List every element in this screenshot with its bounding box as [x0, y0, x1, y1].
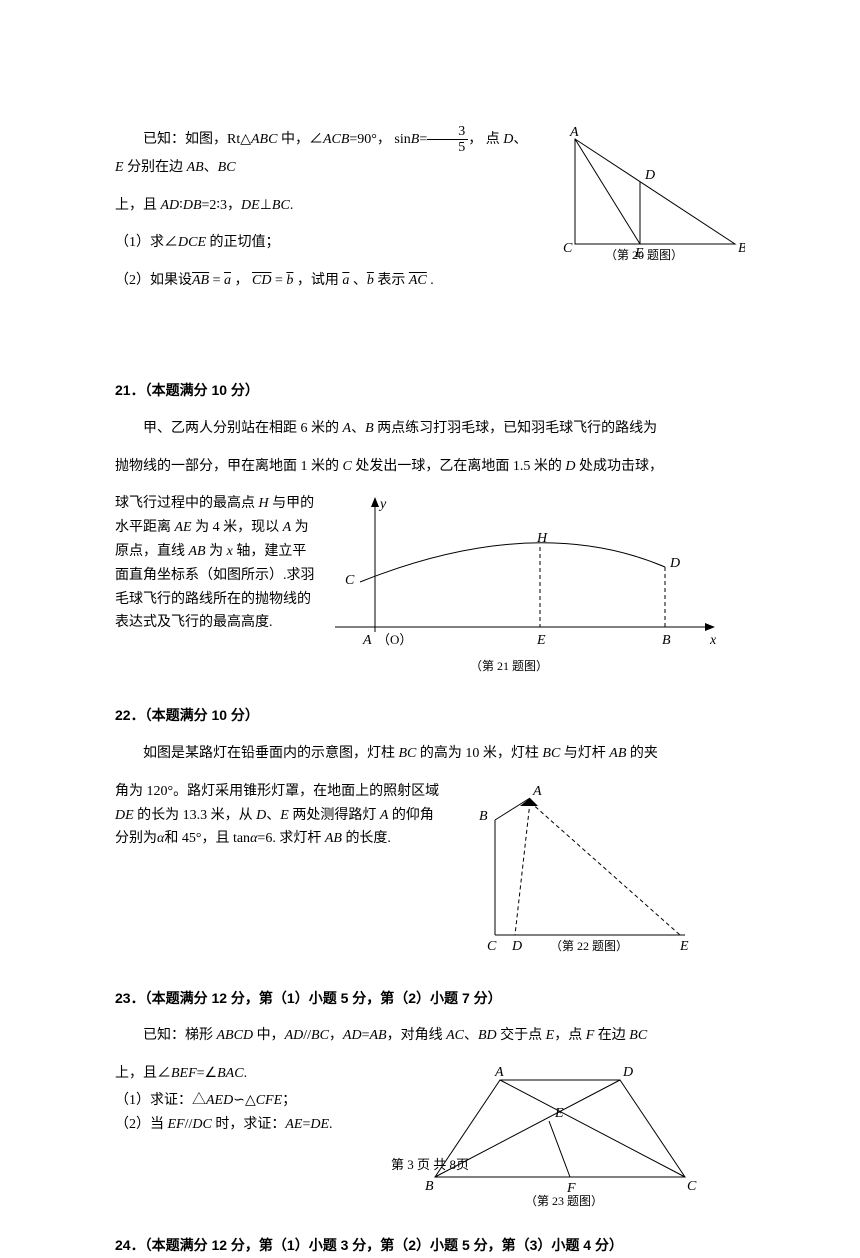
q24-title: 24．（本题满分 12 分，第（1）小题 3 分，第（2）小题 5 分，第（3）… [115, 1234, 745, 1258]
q22-figure: A B C D E （第 22 题图） [465, 780, 715, 969]
question-23: 23．（本题满分 12 分，第（1）小题 5 分，第（2）小题 7 分） 已知：… [115, 987, 745, 1216]
q21-svg: y x H C D A （O） E B （第 21 题图） [315, 492, 725, 677]
q21-line2: 抛物线的一部分，甲在离地面 1 米的 C 处发出一球，乙在离地面 1.5 米的 … [115, 455, 745, 479]
svg-text:（第 23 题图）: （第 23 题图） [525, 1194, 603, 1207]
q20-figure: A B C D E （第 20 题图） [545, 124, 745, 283]
svg-text:H: H [536, 531, 548, 546]
svg-text:B: B [425, 1179, 434, 1194]
q21-textcol: 球飞行过程中的最高点 H 与甲的 水平距离 AE 为 4 米，现以 A 为 原点… [115, 492, 315, 635]
svg-text:C: C [687, 1179, 697, 1194]
svg-text:D: D [511, 939, 522, 954]
svg-text:A: A [494, 1065, 504, 1080]
page-footer: 第 3 页 共 8页 [0, 1154, 860, 1176]
q23-svg: A D B C E F （第 23 题图） [415, 1062, 715, 1207]
q22-line1: 如图是某路灯在铅垂面内的示意图，灯柱 BC 的高为 10 米，灯柱 BC 与灯杆… [115, 742, 745, 766]
page: A B C D E （第 20 题图） 已知：如图，Rt△ABC 中，∠ACB=… [0, 0, 860, 1216]
svg-text:（第 21 题图）: （第 21 题图） [470, 659, 548, 673]
svg-text:D: D [622, 1065, 633, 1080]
q22-svg: A B C D E （第 22 题图） [465, 780, 715, 960]
svg-text:（第 20 题图）: （第 20 题图） [605, 248, 683, 262]
q20-svg: A B C D E （第 20 题图） [545, 124, 745, 274]
q21-title: 21．（本题满分 10 分） [115, 379, 745, 403]
svg-text:E: E [554, 1106, 564, 1121]
q23-title: 23．（本题满分 12 分，第（1）小题 5 分，第（2）小题 7 分） [115, 987, 745, 1011]
svg-text:x: x [709, 633, 717, 648]
svg-text:B: B [738, 241, 745, 256]
q23-line1: 已知：梯形 ABCD 中，AD//BC，AD=AB，对角线 AC、BD 交于点 … [115, 1024, 745, 1048]
svg-text:（O）: （O） [377, 632, 412, 647]
svg-text:D: D [669, 556, 680, 571]
q21-figure: y x H C D A （O） E B （第 21 题图） [315, 492, 725, 686]
svg-text:A: A [532, 784, 542, 799]
question-20: A B C D E （第 20 题图） 已知：如图，Rt△ABC 中，∠ACB=… [115, 124, 745, 307]
svg-text:y: y [378, 497, 387, 512]
svg-text:D: D [644, 168, 655, 183]
svg-text:B: B [662, 633, 671, 648]
svg-text:（第 22 题图）: （第 22 题图） [550, 939, 628, 953]
question-22: 22．（本题满分 10 分） 如图是某路灯在铅垂面内的示意图，灯柱 BC 的高为… [115, 704, 745, 968]
question-21: 21．（本题满分 10 分） 甲、乙两人分别站在相距 6 米的 A、B 两点练习… [115, 379, 745, 686]
svg-text:C: C [487, 939, 497, 954]
svg-text:E: E [679, 939, 689, 954]
q22-title: 22．（本题满分 10 分） [115, 704, 745, 728]
svg-text:C: C [563, 241, 573, 256]
svg-text:A: A [362, 633, 372, 648]
q22-textcol: 角为 120°。路灯采用锥形灯罩，在地面上的照射区域 DE 的长为 13.3 米… [115, 780, 465, 969]
q23-figure: A D B C E F （第 23 题图） [415, 1062, 715, 1216]
svg-text:B: B [479, 809, 488, 824]
q23-textcol: 上，且∠BEF=∠BAC. （1）求证：△AED∽△CFE； （2）当 EF//… [115, 1062, 415, 1216]
question-24: 24．（本题满分 12 分，第（1）小题 3 分，第（2）小题 5 分，第（3）… [115, 1234, 745, 1258]
svg-text:E: E [536, 633, 546, 648]
svg-text:A: A [569, 125, 579, 140]
svg-text:C: C [345, 573, 355, 588]
q21-line1: 甲、乙两人分别站在相距 6 米的 A、B 两点练习打羽毛球，已知羽毛球飞行的路线… [115, 417, 745, 441]
